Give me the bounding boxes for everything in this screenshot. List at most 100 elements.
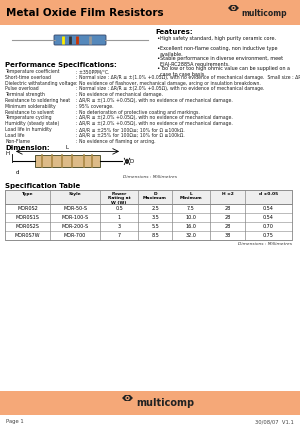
Text: : ΔR/R ≤ ±(2.0% +0.05Ω), with no evidence of mechanical damage.: : ΔR/R ≤ ±(2.0% +0.05Ω), with no evidenc… — [76, 121, 233, 126]
Text: Dimensions : Millimetres: Dimensions : Millimetres — [123, 176, 177, 179]
Text: 38: 38 — [224, 233, 231, 238]
Text: Pulse overload: Pulse overload — [5, 86, 39, 91]
Text: : No evidence of flashover, mechanical damage, arcing or insulation breakdown.: : No evidence of flashover, mechanical d… — [76, 81, 261, 85]
Text: Resistance to solvent: Resistance to solvent — [5, 110, 54, 115]
Text: : No evidence of mechanical damage.: : No evidence of mechanical damage. — [76, 92, 163, 97]
Polygon shape — [228, 5, 239, 11]
Text: MOR0S1S: MOR0S1S — [16, 215, 39, 221]
Text: H ±2: H ±2 — [222, 193, 233, 196]
Text: Style: Style — [69, 193, 81, 196]
Text: D: D — [153, 193, 157, 196]
Text: 28: 28 — [224, 215, 231, 221]
Text: 7: 7 — [117, 233, 121, 238]
Text: MOR0S7W: MOR0S7W — [15, 233, 40, 238]
Text: 8.5: 8.5 — [151, 233, 159, 238]
Text: : ΔR/R ≤ ±25% for 100Ω≤; 10% for Ω ≥100kΩ.: : ΔR/R ≤ ±25% for 100Ω≤; 10% for Ω ≥100k… — [76, 127, 185, 132]
Text: Maximum: Maximum — [143, 196, 167, 201]
Text: MOR-100-S: MOR-100-S — [61, 215, 88, 221]
Text: Dimensions : Millimetres: Dimensions : Millimetres — [238, 242, 292, 246]
Text: D: D — [129, 159, 133, 164]
Text: Dielectric withstanding voltage: Dielectric withstanding voltage — [5, 81, 76, 85]
Text: 32.0: 32.0 — [186, 233, 196, 238]
Circle shape — [125, 396, 130, 400]
Text: 5.5: 5.5 — [151, 224, 159, 230]
Text: : ΔR/R ≤ ±25% for 100Ω≤; 10% for Ω ≥100kΩ.: : ΔR/R ≤ ±25% for 100Ω≤; 10% for Ω ≥100k… — [76, 133, 185, 138]
Text: Dimension:: Dimension: — [5, 145, 50, 151]
Text: MOR0S2: MOR0S2 — [17, 207, 38, 211]
Text: Excellent non-flame coating, non inductive type available.: Excellent non-flame coating, non inducti… — [160, 46, 278, 57]
Text: H: H — [6, 151, 10, 156]
Text: 1: 1 — [117, 215, 121, 221]
Text: Temperature coefficient: Temperature coefficient — [5, 69, 59, 74]
Text: 2.5: 2.5 — [151, 207, 159, 211]
Text: : 95% coverage.: : 95% coverage. — [76, 104, 114, 109]
Text: MOR0S2S: MOR0S2S — [16, 224, 39, 230]
Text: Temperature cycling: Temperature cycling — [5, 116, 52, 120]
Text: 28: 28 — [224, 224, 231, 230]
Circle shape — [232, 7, 235, 9]
Bar — [35, 156, 100, 167]
Text: Rating at: Rating at — [108, 196, 130, 201]
Text: Minimum solderability: Minimum solderability — [5, 104, 56, 109]
Text: Non-Flame: Non-Flame — [5, 139, 30, 144]
Circle shape — [127, 397, 128, 399]
Text: MOR-50-S: MOR-50-S — [63, 207, 87, 211]
Text: Minimum: Minimum — [180, 196, 202, 201]
FancyBboxPatch shape — [54, 35, 106, 45]
Text: 7.5: 7.5 — [187, 207, 195, 211]
Text: 0.54: 0.54 — [263, 207, 274, 211]
Text: : No deterioration of protective coating and markings.: : No deterioration of protective coating… — [76, 110, 200, 115]
Text: 30/08/07  V1.1: 30/08/07 V1.1 — [255, 419, 294, 424]
Text: : Normal size : ΔR/R ≤ ±(2.0% +0.05Ω), with no evidence of mechanical damage.: : Normal size : ΔR/R ≤ ±(2.0% +0.05Ω), w… — [76, 86, 265, 91]
Text: Too low or too high ohmic value can be supplied on a case to case basis.: Too low or too high ohmic value can be s… — [160, 66, 290, 77]
Text: : ΔR/R ≤ ±(2.0% +0.05Ω), with no evidence of mechanical damage.: : ΔR/R ≤ ±(2.0% +0.05Ω), with no evidenc… — [76, 116, 233, 120]
Text: •: • — [156, 46, 159, 51]
Text: Metal Oxide Film Resistors: Metal Oxide Film Resistors — [6, 8, 164, 18]
Text: 0.5: 0.5 — [115, 207, 123, 211]
Text: : ±350PPM/°C.: : ±350PPM/°C. — [76, 69, 110, 74]
Text: Page 1: Page 1 — [6, 419, 24, 424]
Text: 28: 28 — [224, 207, 231, 211]
Circle shape — [231, 6, 236, 10]
Text: Power: Power — [111, 193, 127, 196]
Polygon shape — [122, 395, 133, 401]
Text: Features:: Features: — [155, 29, 193, 35]
Text: •: • — [156, 56, 159, 61]
Text: 3: 3 — [117, 224, 121, 230]
Bar — [5, 190, 292, 241]
Bar — [5, 190, 292, 204]
Text: •: • — [156, 66, 159, 71]
Bar — [0, 0, 300, 25]
Text: MOR-200-S: MOR-200-S — [61, 224, 88, 230]
Text: Short-time overload: Short-time overload — [5, 75, 51, 80]
Text: Terminal strength: Terminal strength — [5, 92, 45, 97]
Bar — [0, 391, 300, 415]
Text: multicomp: multicomp — [241, 8, 286, 17]
Text: Load life in humidity: Load life in humidity — [5, 127, 52, 132]
Text: Performance Specifications:: Performance Specifications: — [5, 62, 117, 68]
Text: multicomp: multicomp — [136, 398, 194, 408]
Text: : No evidence of flaming or arcing.: : No evidence of flaming or arcing. — [76, 139, 156, 144]
Text: 10.0: 10.0 — [186, 215, 196, 221]
Text: d ±0.05: d ±0.05 — [259, 193, 278, 196]
Text: Stable performance in diverse environment, meet EIAJ-RC2885A requirements.: Stable performance in diverse environmen… — [160, 56, 283, 67]
Text: : Normal size : ΔR/R ≤ ±(1.0% +0.05Ω), with no evidence of mechanical damage.  S: : Normal size : ΔR/R ≤ ±(1.0% +0.05Ω), w… — [76, 75, 300, 80]
Text: Resistance to soldering heat: Resistance to soldering heat — [5, 98, 70, 103]
Text: : ΔR/R ≤ ±(1.0% +0.05Ω), with no evidence of mechanical damage.: : ΔR/R ≤ ±(1.0% +0.05Ω), with no evidenc… — [76, 98, 233, 103]
Text: L: L — [190, 193, 192, 196]
Text: 3.5: 3.5 — [151, 215, 159, 221]
Text: d: d — [16, 170, 20, 176]
Text: MOR-700: MOR-700 — [64, 233, 86, 238]
Text: High safety standard, high purity ceramic core.: High safety standard, high purity cerami… — [160, 36, 276, 41]
Text: Specification Table: Specification Table — [5, 184, 80, 190]
Text: 0.54: 0.54 — [263, 215, 274, 221]
Text: L: L — [66, 145, 69, 150]
Text: 0.70: 0.70 — [263, 224, 274, 230]
Text: Humidity (steady state): Humidity (steady state) — [5, 121, 59, 126]
Text: 0.75: 0.75 — [263, 233, 274, 238]
Text: 16.0: 16.0 — [186, 224, 196, 230]
Text: Type: Type — [22, 193, 33, 196]
Text: W (W): W (W) — [111, 201, 127, 204]
Text: •: • — [156, 36, 159, 41]
Text: Load life: Load life — [5, 133, 25, 138]
